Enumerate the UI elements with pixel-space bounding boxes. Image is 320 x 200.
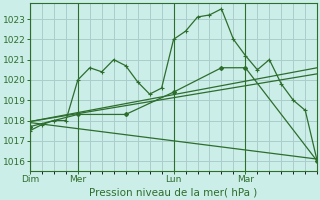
X-axis label: Pression niveau de la mer( hPa ): Pression niveau de la mer( hPa ) bbox=[90, 187, 258, 197]
